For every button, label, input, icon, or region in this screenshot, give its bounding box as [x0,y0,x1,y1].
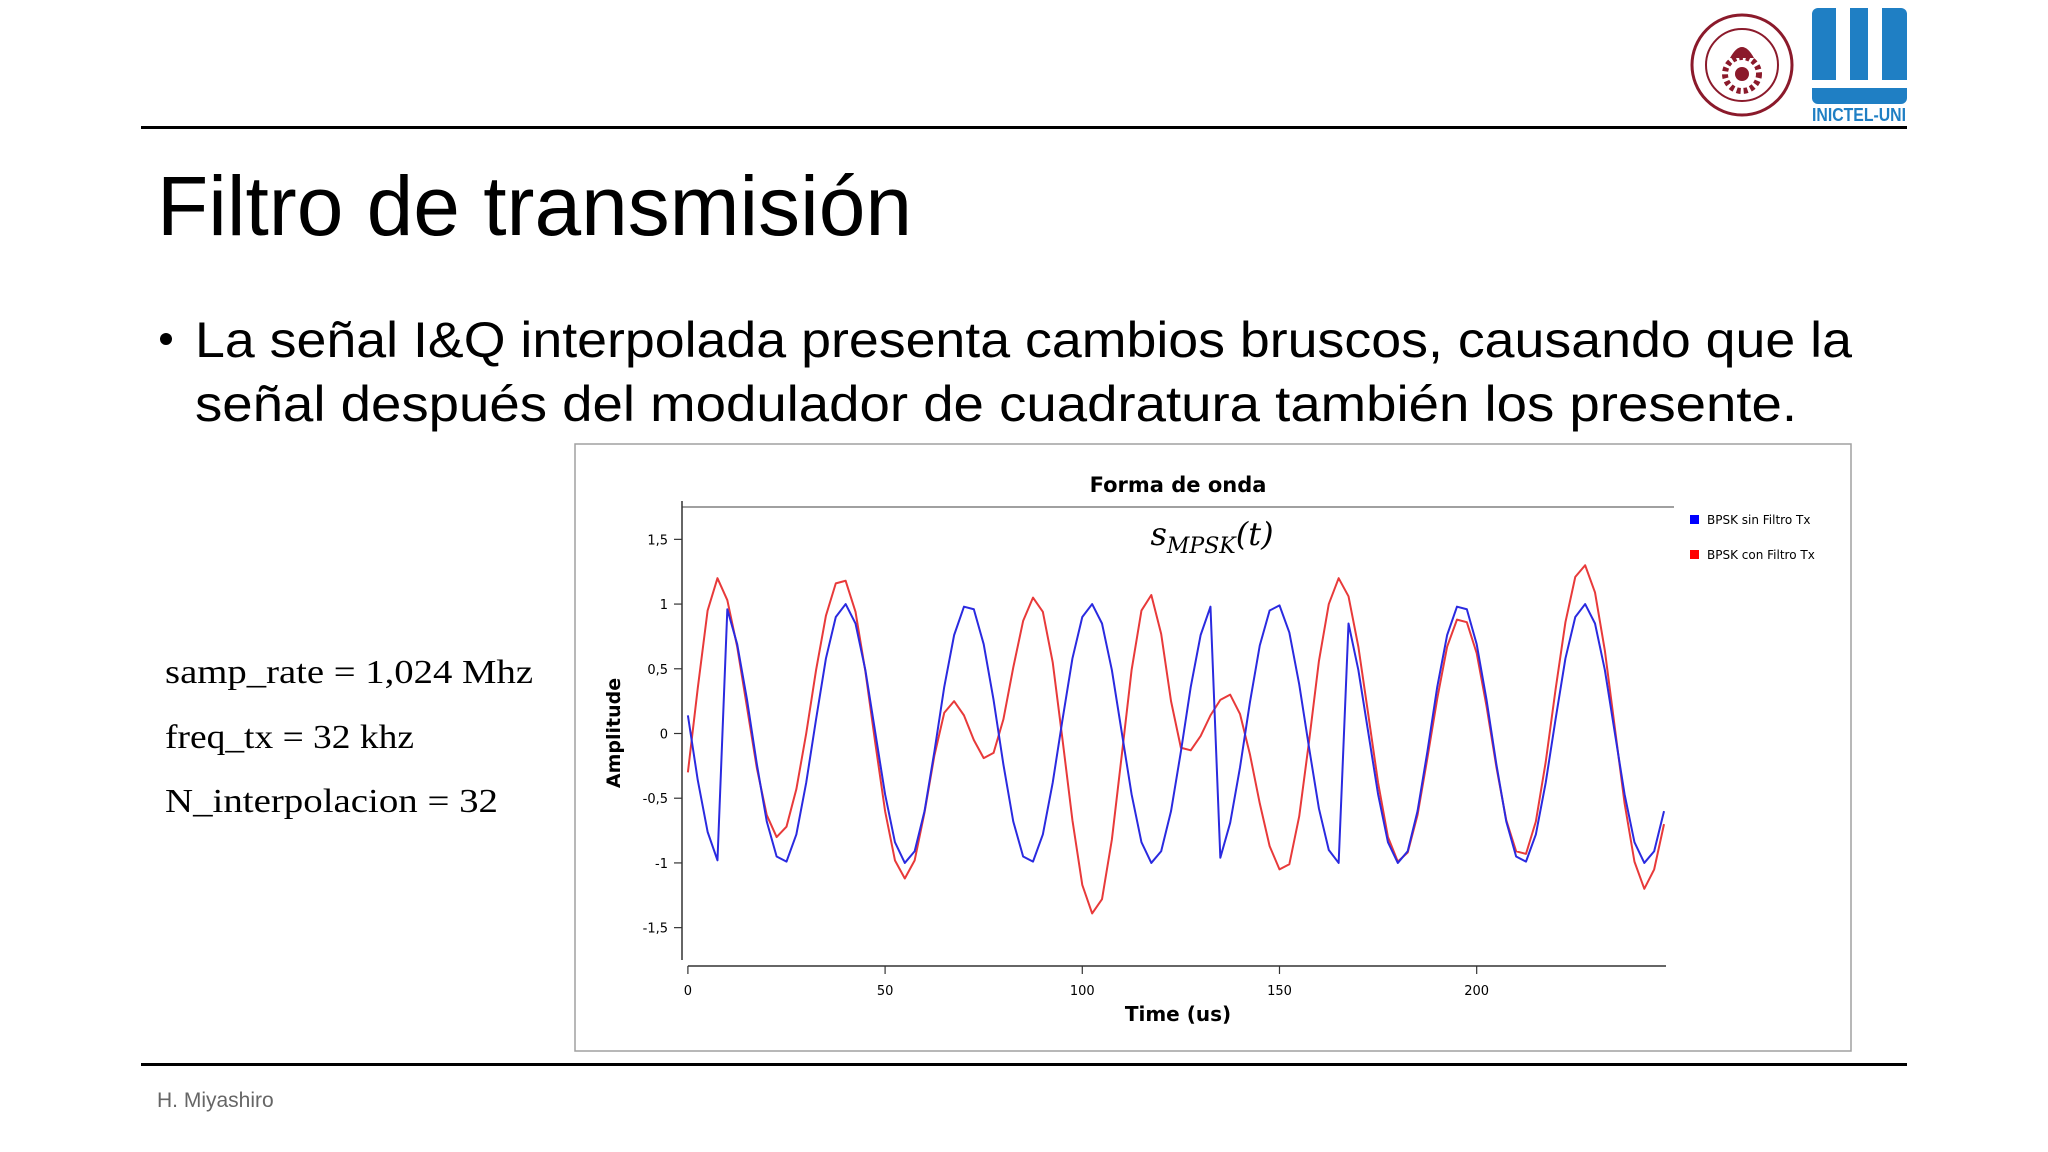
y-tick-label: -0,5 [643,792,668,807]
annotation-arg: (t) [1236,515,1274,553]
slide-title: Filtro de transmisión [157,159,912,253]
x-axis-label: Time (us) [1125,1002,1231,1026]
y-tick-label: 0,5 [647,663,668,678]
x-tick-label: 200 [1464,984,1489,999]
inictel-logo: INICTEL-UNI [1812,8,1907,125]
x-tick-label: 150 [1267,984,1292,999]
chart-title: Forma de onda [1090,473,1267,497]
chart-frame [574,443,1852,1052]
y-axis-label: Amplitude [603,678,625,788]
parameter: samp_rate = 1,024 Mhz [165,654,533,691]
y-tick-label: -1 [655,857,668,872]
annotation: sMPSK(t) [1150,515,1273,559]
legend-swatch [1690,515,1699,524]
parameter: N_interpolacion = 32 [165,783,498,820]
bullet-line: La señal I&Q interpolada presenta cambio… [195,312,1852,368]
uni-seal [1690,13,1794,117]
bullet-line: señal después del modulador de cuadratur… [195,376,1797,432]
annotation-base: s [1150,515,1166,553]
legend-label: BPSK sin Filtro Tx [1707,513,1810,527]
x-tick-label: 100 [1070,984,1095,999]
top-rule [141,126,1907,129]
legend-label: BPSK con Filtro Tx [1707,548,1815,562]
y-tick-label: 0 [660,728,668,743]
y-tick-label: 1,5 [647,533,668,548]
y-tick-label: -1,5 [643,922,668,937]
logo-text: INICTEL-UNI [1812,105,1906,125]
parameter: freq_tx = 32 khz [165,719,414,756]
legend-swatch [1690,550,1699,559]
footer: H. Miyashiro [157,1089,274,1112]
y-tick-label: 1 [660,598,668,613]
x-tick-label: 50 [877,984,894,999]
bottom-rule [141,1063,1907,1066]
bullet-dot [160,333,172,345]
chart: Forma de onda sMPSK(t) -1,5 -1 -0,5 0 0,5 1 1,5 0… [603,473,1815,1026]
annotation-sub: MPSK [1166,534,1237,559]
series-line [686,603,1666,864]
x-tick-label: 0 [684,984,692,999]
